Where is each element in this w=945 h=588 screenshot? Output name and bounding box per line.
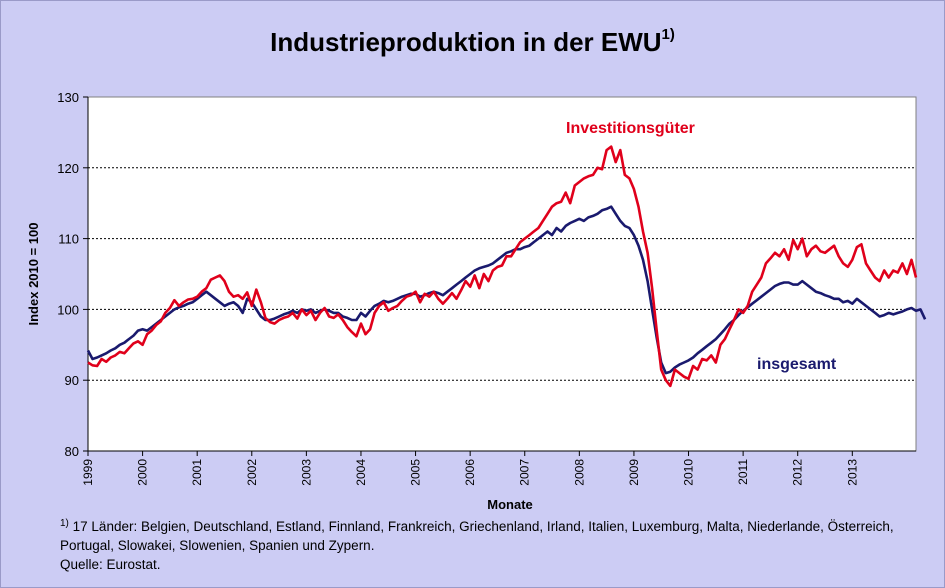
x-tick-label: 2008 — [572, 459, 586, 486]
footnote-countries: 17 Länder: Belgien, Deutschland, Estland… — [68, 519, 894, 534]
x-tick-label: 2003 — [299, 459, 313, 486]
x-tick-label: 2012 — [791, 459, 805, 486]
y-tick-label: 80 — [65, 444, 79, 459]
footnote-marker: 1) — [60, 518, 69, 529]
x-tick-label: 2010 — [682, 459, 696, 486]
y-axis-label: Index 2010 = 100 — [26, 223, 41, 326]
x-tick-label: 2013 — [845, 459, 859, 486]
series-lines — [86, 145, 927, 388]
x-tick-label: 2005 — [409, 459, 423, 486]
x-tick-label: 2007 — [518, 459, 532, 486]
footnote-source: Quelle: Eurostat. — [60, 557, 161, 572]
x-tick-label: 2001 — [190, 459, 204, 486]
x-tick-label: 2004 — [354, 459, 368, 486]
x-tick-label: 2011 — [736, 459, 750, 485]
y-tick-label: 110 — [58, 232, 79, 247]
x-tick-label: 1999 — [81, 459, 95, 486]
y-tick-label: 130 — [57, 90, 79, 105]
y-tick-label: 100 — [57, 302, 79, 317]
x-axis-ticks: 1999 2000 2001 2002 2003 2004 2005 2006 2007 2008… — [81, 450, 916, 486]
footnote: 1) 17 Länder: Belgien, Deutschland, Estl… — [60, 514, 894, 574]
series-line-insgesamt — [86, 205, 927, 375]
x-tick-label: 2006 — [463, 459, 477, 486]
chart-title-text: Industrieproduktion in der EWU — [270, 27, 662, 57]
plot-area — [87, 96, 917, 452]
footnote-line-2: Portugal, Slowakei, Slowenien, Spanien u… — [60, 538, 375, 553]
line-chart: 80 90 100 110 120 130 1999 2000 2001 2002 2003 200… — [26, 90, 927, 510]
series-line-investitionsgueter — [87, 145, 918, 388]
x-tick-label: 2002 — [245, 459, 259, 486]
y-tick-label: 120 — [57, 161, 79, 176]
x-axis-label: Monate — [487, 497, 533, 510]
annotation-investitionsgueter: Investitionsgüter — [566, 120, 695, 137]
title-footnote-marker: 1) — [661, 26, 675, 43]
x-tick-label: 2009 — [627, 459, 641, 486]
grid-lines — [88, 167, 916, 381]
y-tick-label: 90 — [65, 373, 79, 388]
y-axis-ticks: 80 90 100 110 120 130 — [57, 90, 89, 459]
annotation-insgesamt: insgesamt — [757, 356, 837, 373]
footnote-line-1: 1) 17 Länder: Belgien, Deutschland, Estl… — [60, 514, 894, 536]
chart-title: Industrieproduktion in der EWU1) — [0, 26, 945, 58]
x-tick-label: 2000 — [136, 459, 150, 486]
